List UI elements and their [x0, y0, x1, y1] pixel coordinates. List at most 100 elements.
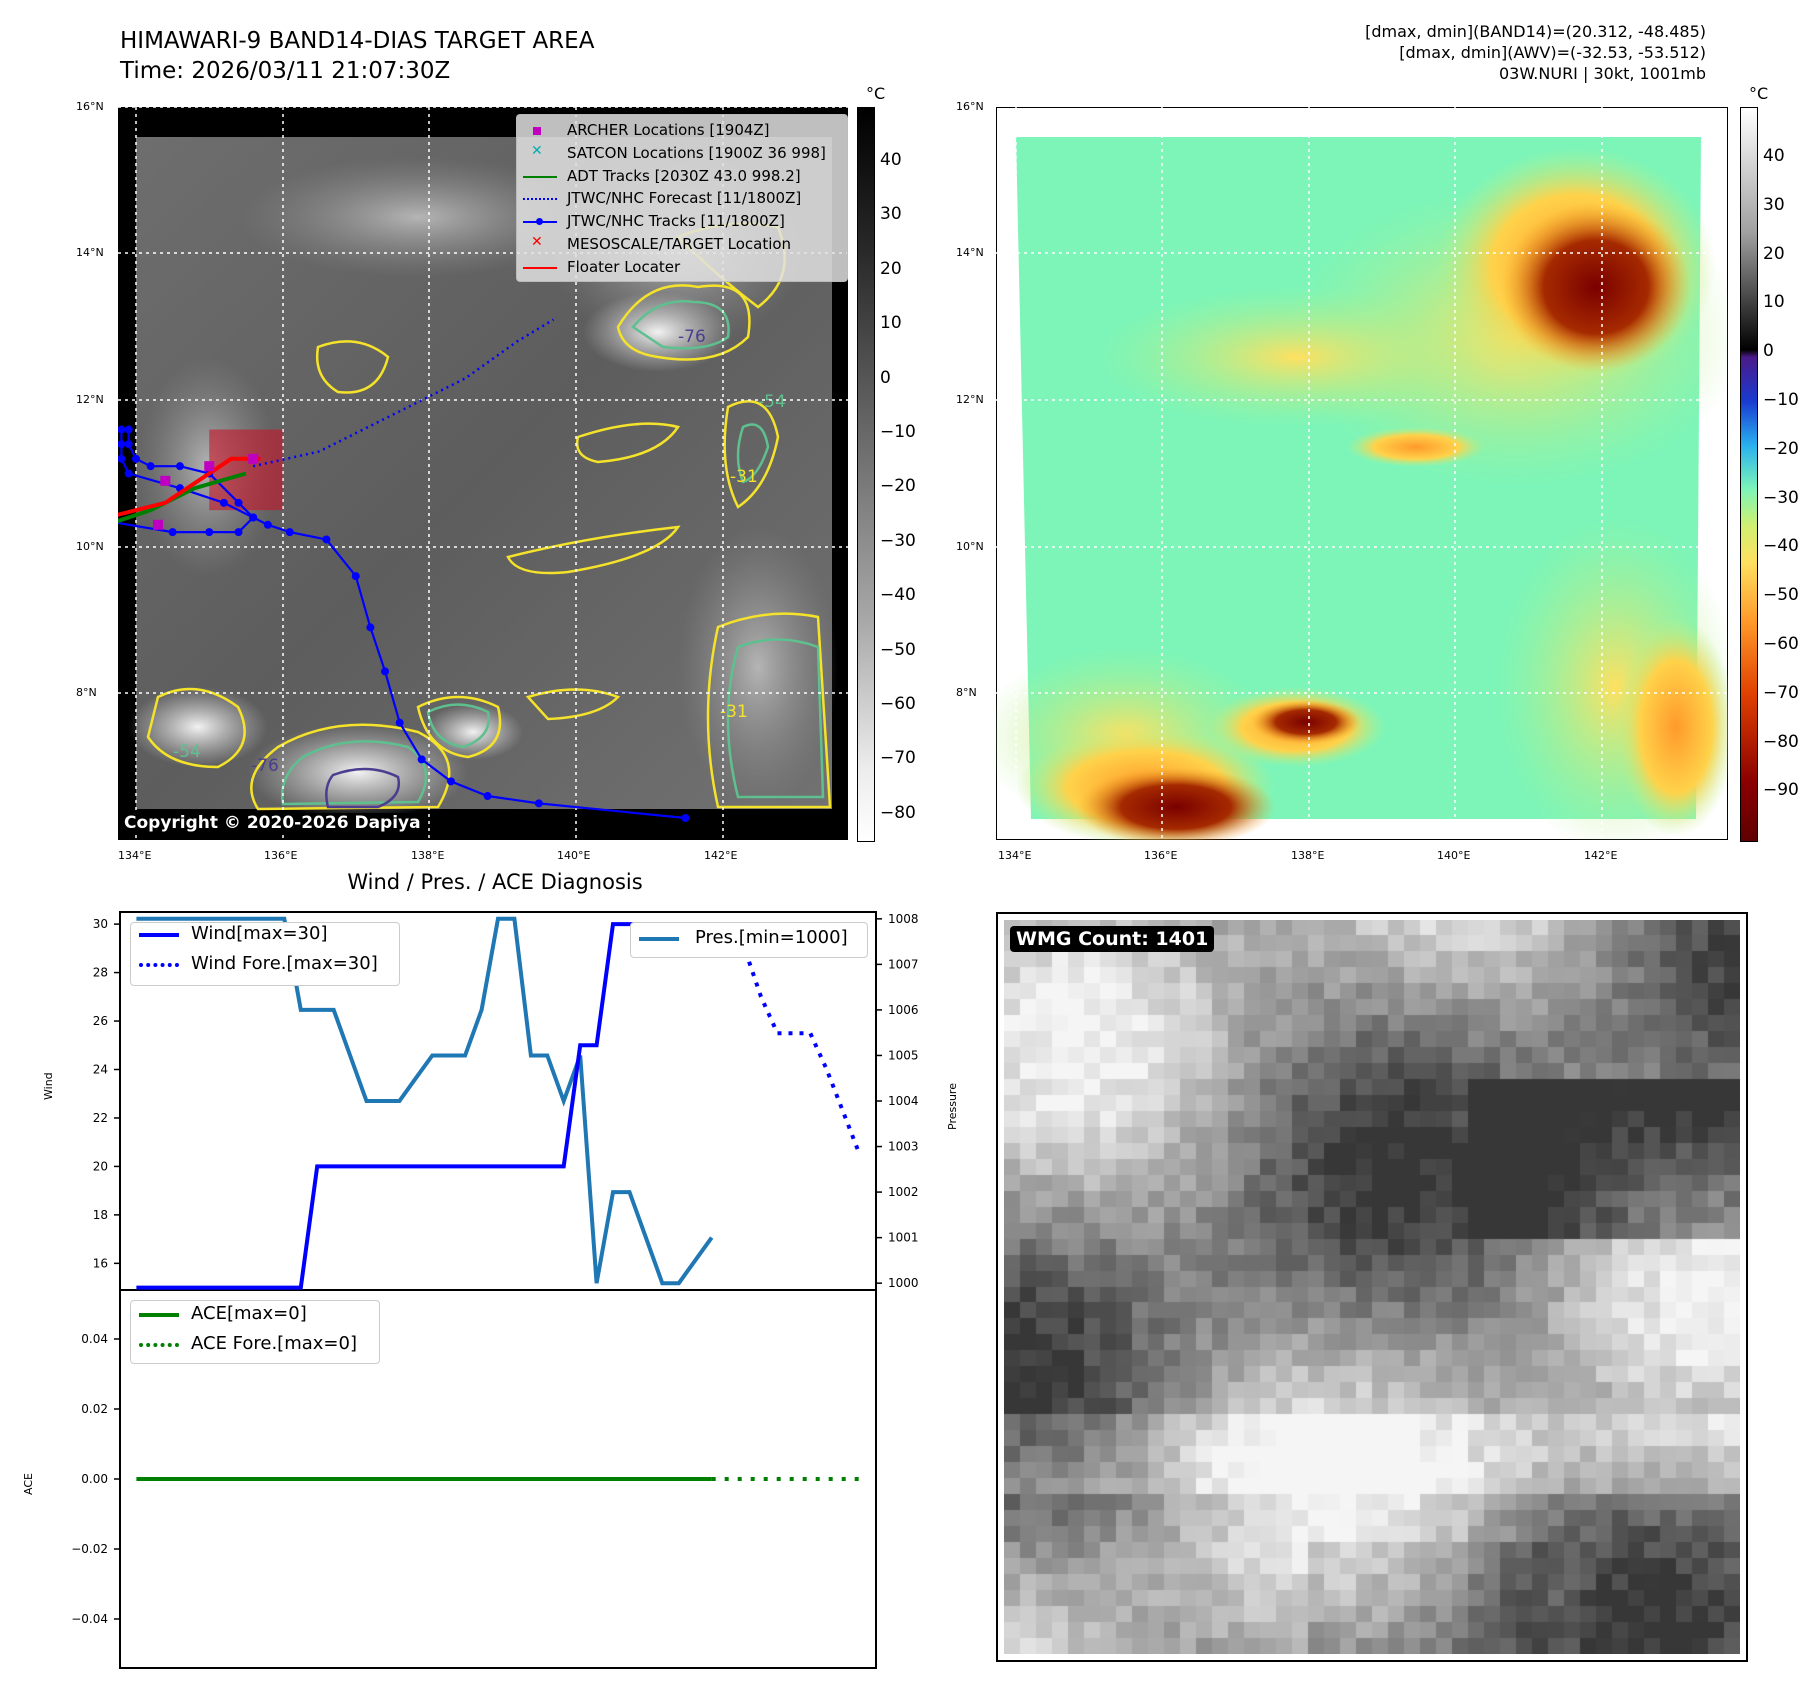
- lat-tick: 14°N: [956, 246, 984, 259]
- axis-tick-label: 1000: [888, 1276, 919, 1290]
- jtwc-track-point: [168, 528, 177, 537]
- colorbar-tick-label: −80: [880, 802, 916, 823]
- contour-labels: -76 -54 -31 -54 -31 -76: [173, 327, 786, 776]
- legend-entry-label: JTWC/NHC Tracks [11/1800Z]: [567, 212, 785, 231]
- legend-entry: ADT Tracks [2030Z 43.0 998.2]: [517, 165, 847, 187]
- legend-entry-label: JTWC/NHC Forecast [11/1800Z]: [567, 189, 802, 208]
- jtwc-track-point: [118, 425, 126, 434]
- track-overlay: ✕✕✕: [118, 318, 690, 823]
- jtwc-track-point: [417, 755, 426, 764]
- contour-label: -31: [720, 702, 748, 722]
- contour-label: -54: [173, 742, 201, 762]
- lat-tick: 12°N: [76, 393, 104, 406]
- jtwc-track-point: [285, 528, 294, 537]
- colorbar-tick-label: 10: [1763, 292, 1785, 313]
- legend-entry-label: SATCON Locations [1900Z 36 998]: [567, 143, 826, 162]
- jtwc-track-line: [118, 428, 686, 820]
- colorbar-tick-label: −20: [880, 476, 916, 497]
- legend-swatch: [139, 1313, 179, 1317]
- archer-location-marker: [204, 461, 215, 472]
- colorbar-tick-label: −40: [880, 585, 916, 606]
- legend-swatch: [139, 1343, 179, 1347]
- colorbar-tick-label: −30: [880, 530, 916, 551]
- warm-region: [1346, 427, 1486, 467]
- legend-entry: JTWC/NHC Forecast [11/1800Z]: [517, 187, 847, 209]
- lat-tick: 12°N: [956, 393, 984, 406]
- axis-tick-label: 0.02: [81, 1402, 108, 1416]
- axis-tick-label: 1005: [888, 1048, 919, 1062]
- pressure-legend: Pres.[min=1000]: [630, 922, 868, 958]
- diagnosis-title: Wind / Pres. / ACE Diagnosis: [347, 870, 643, 894]
- jtwc-track-point: [366, 623, 375, 632]
- legend-dot: [536, 218, 543, 226]
- legend-entry: ✕ MESOSCALE/TARGET Location: [517, 233, 847, 255]
- lat-tick: 10°N: [76, 540, 104, 553]
- jtwc-track-point: [249, 513, 258, 522]
- wmg-panel: WMG Count: 1401: [996, 912, 1748, 1662]
- colorbar-tick-label: 20: [880, 258, 902, 279]
- jtwc-track-point: [381, 667, 390, 676]
- axis-tick-label: −0.04: [71, 1612, 108, 1626]
- colorbar-tick-label: −10: [880, 422, 916, 442]
- jtwc-track-point: [124, 469, 133, 478]
- axis-tick-label: 1002: [888, 1185, 919, 1199]
- left-colorbar-unit: °C: [866, 84, 886, 103]
- map-gridlines: [996, 107, 1728, 840]
- legend-symbol: ✕: [531, 142, 543, 159]
- pressure-axis-label: Pressure: [946, 1083, 959, 1130]
- axis-tick-label: 1003: [888, 1140, 919, 1154]
- axis-tick-label: 16: [93, 1256, 108, 1270]
- colorbar-tick-label: −70: [880, 748, 916, 769]
- cold-cloud-region: [1251, 700, 1361, 744]
- lon-tick: 140°E: [557, 849, 591, 862]
- wind-legend: Wind[max=30] Wind Fore.[max=30]: [130, 922, 400, 986]
- archer-location-marker: [160, 475, 171, 486]
- wmg-count-label: WMG Count: 1401: [1010, 926, 1215, 952]
- archer-location-marker: [248, 453, 259, 464]
- map-gridlines: [118, 107, 848, 840]
- lat-tick: 10°N: [956, 540, 984, 553]
- info-line-2: [dmax, dmin](AWV)=(-32.53, -53.512): [1399, 43, 1706, 62]
- legend-label: Wind Fore.[max=30]: [191, 953, 378, 974]
- axis-tick-label: 28: [93, 966, 108, 980]
- lon-tick: 140°E: [1437, 849, 1471, 862]
- jtwc-track-point: [118, 440, 126, 449]
- colorbar-tick-label: 0: [880, 367, 891, 388]
- axis-tick-label: 30: [93, 917, 108, 931]
- axis-tick-label: −0.02: [71, 1542, 108, 1556]
- axis-tick-label: 0.04: [81, 1332, 108, 1346]
- axis-tick-label: 1007: [888, 957, 919, 971]
- colorbar-tick-label: −60: [880, 694, 916, 714]
- right-colorbar-unit: °C: [1749, 84, 1769, 103]
- colorbar-tick-label: 10: [880, 313, 902, 334]
- colorbar-tick-label: −20: [1763, 438, 1799, 459]
- cloud-field: [238, 157, 598, 277]
- figure-time: Time: 2026/03/11 21:07:30Z: [120, 58, 451, 84]
- legend-symbol: ✕: [531, 234, 543, 250]
- legend-entry-label: MESOSCALE/TARGET Location: [567, 235, 792, 253]
- jtwc-track-point: [219, 498, 228, 507]
- legend-symbol: [523, 266, 557, 269]
- colorbar-tick-label: −90: [1763, 780, 1799, 801]
- legend-symbol: [523, 175, 557, 178]
- target-area-box: [209, 429, 283, 511]
- warm-region: [1096, 287, 1496, 427]
- colorbar-tick-label: −40: [1763, 536, 1799, 557]
- legend-swatch: [139, 963, 179, 967]
- contour-label: -54: [758, 392, 786, 412]
- cold-cloud-top: [248, 724, 468, 820]
- jtwc-track-point: [205, 528, 214, 537]
- lat-tick: 16°N: [76, 100, 104, 113]
- jtwc-track-point: [175, 462, 184, 471]
- legend-swatch: [639, 937, 679, 941]
- lat-tick: 14°N: [76, 246, 104, 259]
- colorbar-tick-label: −50: [1763, 585, 1799, 606]
- diagnosis-chart: 30 28 26 24 22 20 18 16 1008 1007 1006 1005 1004 1003…: [71, 911, 919, 1669]
- colorbar-tick-label: 30: [1763, 194, 1785, 215]
- legend-label: Wind[max=30]: [191, 923, 328, 944]
- legend-symbol: [523, 198, 557, 201]
- jtwc-track-point: [681, 814, 690, 823]
- jtwc-track-point: [446, 777, 455, 786]
- axis-tick-label: 22: [93, 1111, 108, 1125]
- figure-title: HIMAWARI-9 BAND14-DIAS TARGET AREA: [120, 28, 595, 54]
